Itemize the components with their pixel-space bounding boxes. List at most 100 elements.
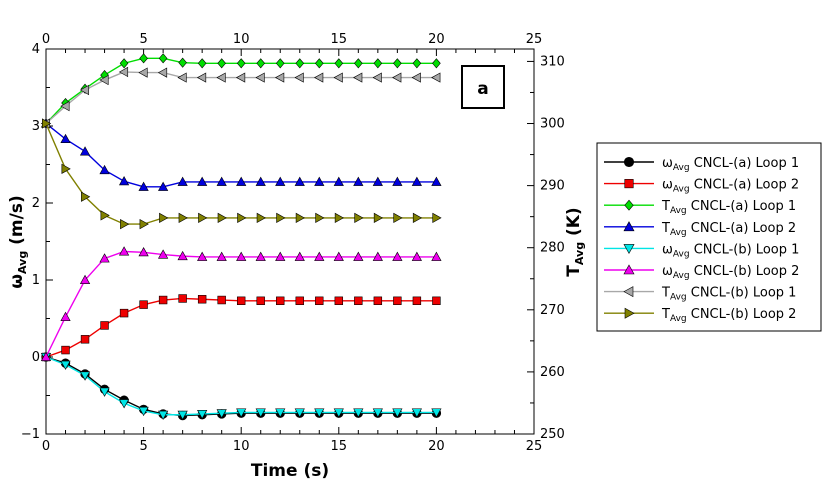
y-left-tick-label: 2 xyxy=(32,196,40,211)
data-point xyxy=(197,58,207,69)
data-point xyxy=(177,72,187,83)
data-point xyxy=(118,176,130,186)
data-point xyxy=(353,72,363,83)
data-point xyxy=(294,408,305,418)
legend-label: TAvg CNCL-(a) Loop 1 xyxy=(661,199,796,216)
legend-label-main: ω xyxy=(662,178,673,193)
data-point xyxy=(99,164,110,175)
data-point xyxy=(60,133,71,144)
y-left-tick-label: 1 xyxy=(32,273,40,288)
data-point xyxy=(119,308,129,318)
y-right-tick-label: 250 xyxy=(540,427,565,442)
legend-label: ωAvg CNCL-(a) Loop 1 xyxy=(662,156,799,173)
legend-label-main: ω xyxy=(662,242,673,257)
x-tick-label: 20 xyxy=(428,439,445,454)
data-point xyxy=(334,212,345,224)
data-point xyxy=(177,410,188,420)
data-point xyxy=(255,72,265,83)
y-axis-right-title: TAvg (K) xyxy=(564,207,586,276)
data-point xyxy=(197,176,208,186)
legend-item: ωAvg CNCL-(b) Loop 1 xyxy=(604,242,799,259)
data-point xyxy=(60,360,71,370)
data-point xyxy=(60,311,71,321)
data-point xyxy=(198,212,208,224)
data-point xyxy=(432,58,441,69)
legend-label-main: ω xyxy=(662,156,673,171)
data-point xyxy=(138,406,149,417)
y-right-tick-label: 310 xyxy=(540,54,565,69)
x-tick-label-top: 25 xyxy=(526,32,543,47)
legend-label-main: T xyxy=(661,307,670,322)
data-point xyxy=(118,66,129,78)
data-point xyxy=(139,53,148,64)
data-point xyxy=(624,307,635,319)
data-point xyxy=(236,251,247,261)
y-left-tick-label: −1 xyxy=(21,427,40,442)
series-7 xyxy=(40,66,441,129)
data-point xyxy=(431,176,442,186)
data-point xyxy=(236,408,247,418)
data-point xyxy=(333,408,344,418)
data-point xyxy=(99,387,110,397)
data-point xyxy=(255,176,266,186)
legend-item: ωAvg CNCL-(b) Loop 2 xyxy=(604,264,799,281)
data-point xyxy=(236,296,246,306)
data-point xyxy=(624,179,634,189)
data-point xyxy=(334,296,344,306)
data-point xyxy=(235,72,246,83)
data-point xyxy=(159,212,169,224)
data-point xyxy=(275,251,286,261)
data-point xyxy=(138,181,149,191)
legend-label-rest: CNCL-(a) Loop 2 xyxy=(690,178,800,193)
data-point xyxy=(354,296,363,306)
data-point xyxy=(392,408,403,418)
data-point xyxy=(353,251,364,261)
legend-label-sub: Avg xyxy=(670,228,687,238)
data-point xyxy=(315,296,324,306)
data-point xyxy=(197,251,208,261)
legend-label: ωAvg CNCL-(a) Loop 2 xyxy=(662,178,799,195)
data-point xyxy=(623,221,635,232)
legend-label-sub: Avg xyxy=(673,249,690,259)
data-point xyxy=(118,246,130,256)
legend-label: TAvg CNCL-(b) Loop 2 xyxy=(661,307,796,324)
data-point xyxy=(333,176,344,186)
y-right-tick-label: 260 xyxy=(540,365,565,380)
data-point xyxy=(99,74,109,86)
legend-label: ωAvg CNCL-(b) Loop 1 xyxy=(662,242,799,259)
data-point xyxy=(177,250,188,261)
data-point xyxy=(79,146,91,156)
data-point xyxy=(276,212,286,224)
data-point xyxy=(411,408,422,418)
data-point xyxy=(178,57,187,68)
x-tick-label: 15 xyxy=(331,439,348,454)
data-point xyxy=(216,176,227,186)
data-point xyxy=(217,295,226,305)
data-point xyxy=(177,176,188,186)
annotation-frame xyxy=(461,65,505,109)
data-point xyxy=(197,409,208,420)
legend-label-rest: CNCL-(b) Loop 2 xyxy=(690,264,800,279)
data-point xyxy=(196,72,207,83)
data-point xyxy=(411,72,421,83)
data-point xyxy=(138,67,148,78)
legend-label-sub: Avg xyxy=(673,185,690,195)
data-point xyxy=(294,176,305,186)
data-point xyxy=(294,72,304,83)
data-point xyxy=(256,212,266,224)
data-point xyxy=(60,101,70,112)
x-tick-label-top: 0 xyxy=(42,32,50,47)
legend-label-sub: Avg xyxy=(673,271,690,281)
plot-frame xyxy=(45,48,535,435)
data-point xyxy=(431,408,442,418)
legend-item: ωAvg CNCL-(a) Loop 2 xyxy=(604,178,799,195)
data-point xyxy=(178,294,187,303)
data-point xyxy=(624,199,634,211)
data-point xyxy=(295,212,305,224)
data-point xyxy=(216,409,227,419)
data-point xyxy=(295,58,305,69)
data-point xyxy=(79,274,91,284)
x-tick-label: 25 xyxy=(526,439,543,454)
data-point xyxy=(314,176,325,186)
legend-label-rest: CNCL-(a) Loop 1 xyxy=(687,199,797,214)
